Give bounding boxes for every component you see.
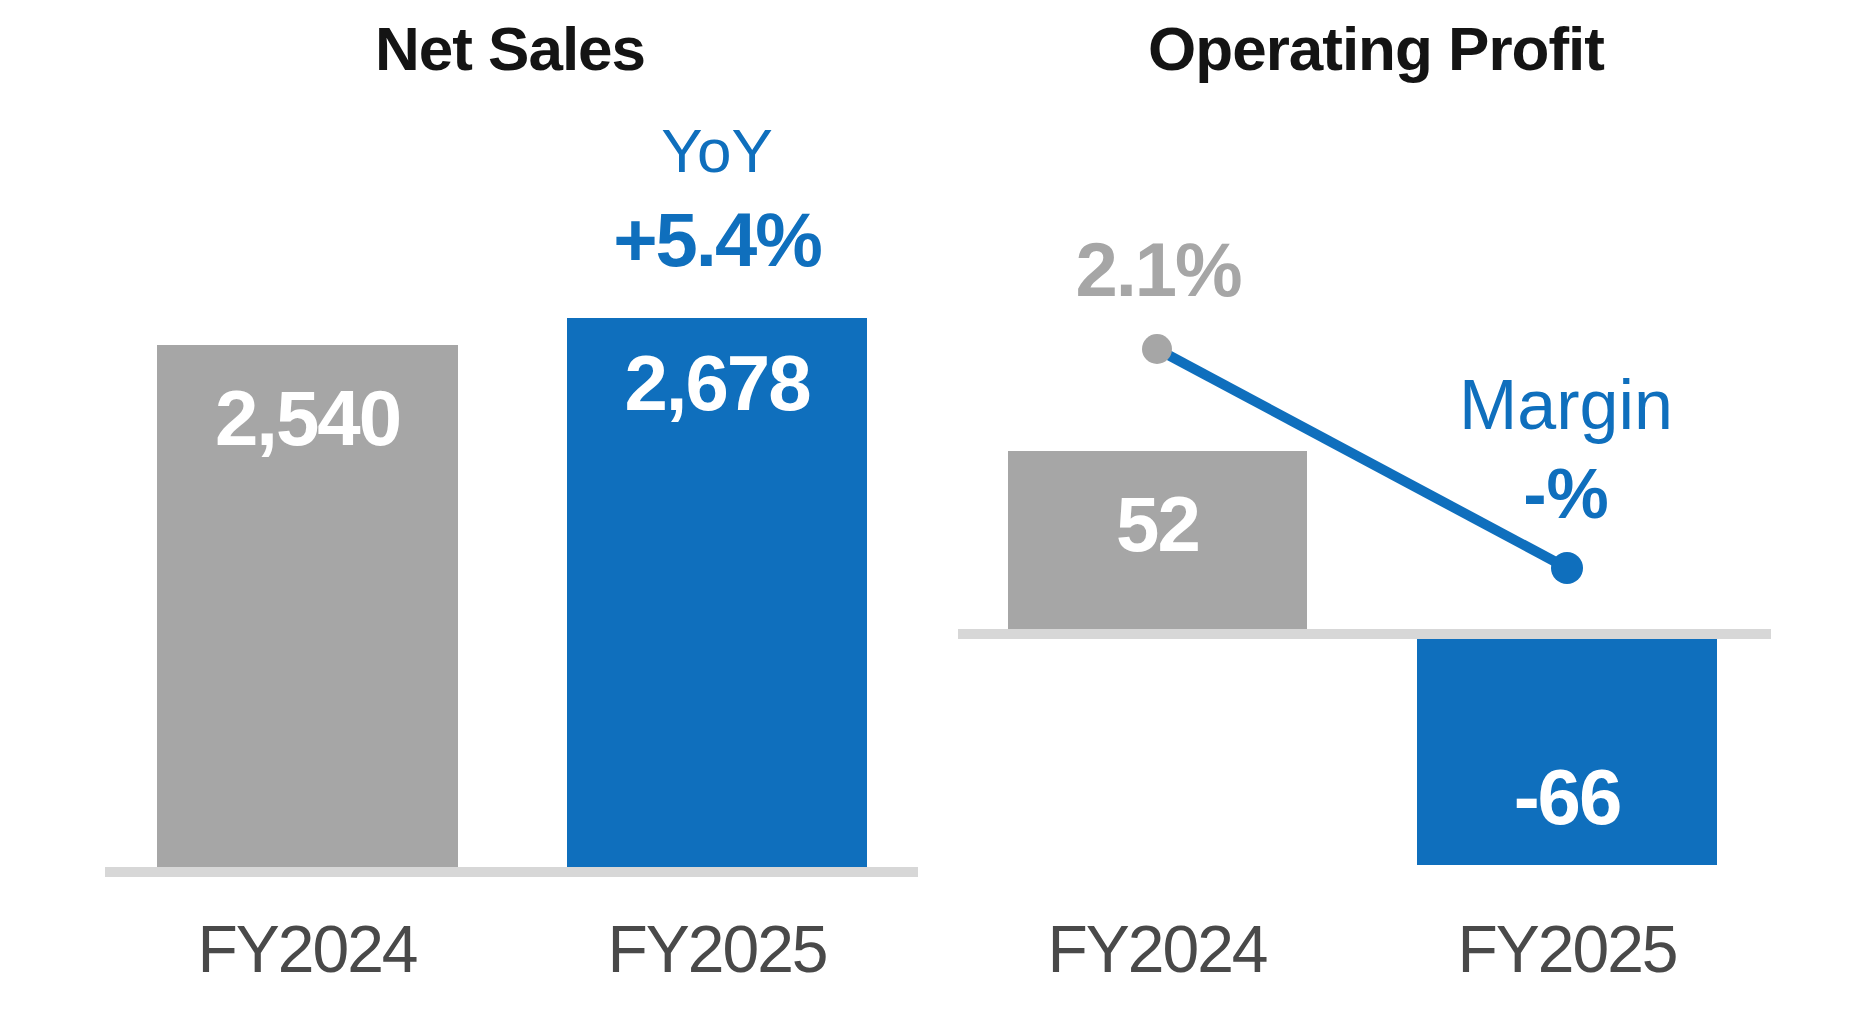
operating-profit-xlabel-fy2024: FY2024 (1047, 916, 1266, 982)
operating-profit-xlabel-fy2025: FY2025 (1457, 916, 1676, 982)
operating-profit-bar-fy2024: 52 (1008, 451, 1307, 629)
net-sales-chart-title: Net Sales (375, 18, 645, 80)
margin-annotation-label: Margin (1459, 370, 1673, 440)
operating-profit-baseline-axis (958, 629, 1771, 639)
net-sales-bar-fy2025-value: 2,678 (624, 344, 809, 867)
net-sales-baseline-axis (105, 867, 918, 877)
operating-profit-bar-fy2024-value: 52 (1116, 485, 1199, 629)
net-sales-xlabel-fy2024: FY2024 (197, 916, 416, 982)
yoy-annotation-label: YoY (661, 120, 773, 182)
margin-fy2024-value: 2.1% (1075, 232, 1240, 308)
operating-profit-chart-title: Operating Profit (1148, 18, 1604, 80)
yoy-annotation-value: +5.4% (613, 202, 821, 278)
net-sales-bar-fy2024-value: 2,540 (215, 379, 400, 867)
net-sales-bar-fy2025: 2,678 (567, 318, 867, 867)
operating-profit-bar-fy2025: -66 (1417, 638, 1717, 865)
slide-canvas: Net Sales YoY +5.4% 2,540 2,678 FY2024 F… (0, 0, 1875, 1021)
margin-point-fy2024 (1142, 334, 1172, 364)
net-sales-bar-fy2024: 2,540 (157, 345, 458, 867)
net-sales-xlabel-fy2025: FY2025 (607, 916, 826, 982)
margin-point-fy2025 (1551, 552, 1583, 584)
operating-profit-bar-fy2025-value: -66 (1514, 758, 1621, 865)
margin-fy2025-value: -% (1523, 459, 1609, 529)
